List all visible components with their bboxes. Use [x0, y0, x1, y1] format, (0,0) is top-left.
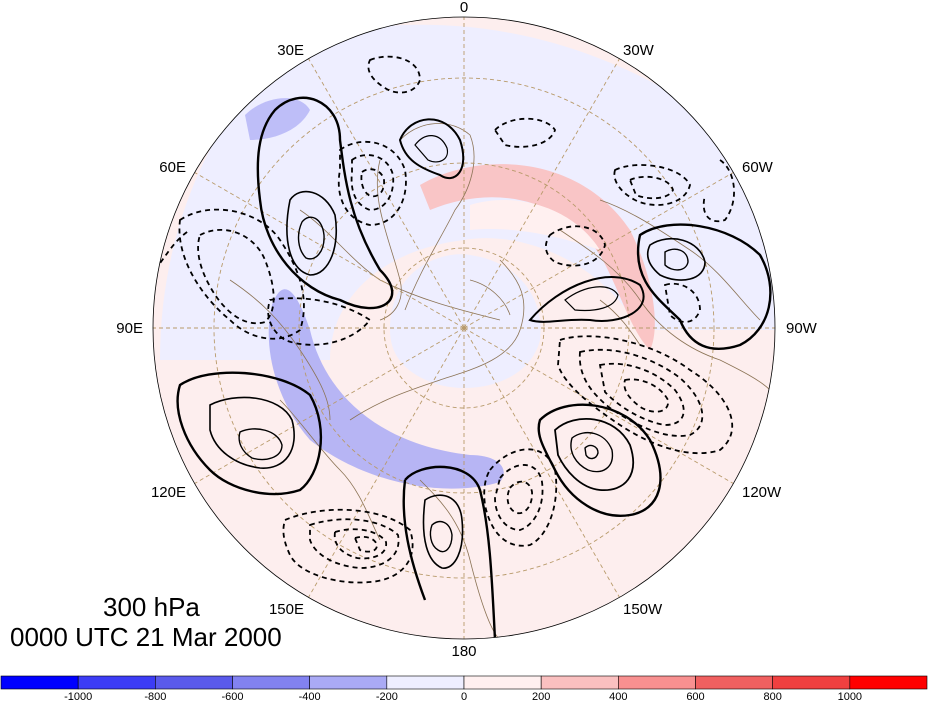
shading-blue-arc — [268, 289, 504, 489]
colorbar-box — [772, 675, 851, 690]
colorbar-box — [463, 675, 542, 690]
positive-contour-west-core — [238, 428, 283, 461]
positive-contour-west-inner — [209, 396, 295, 469]
positive-contour-east — [637, 223, 772, 350]
title-valid-time: 0000 UTC 21 Mar 2000 — [10, 622, 282, 652]
positive-contour-east-inner — [646, 237, 706, 281]
colorbar-box — [77, 675, 156, 690]
colorbar-box — [232, 675, 310, 690]
shading-blue-patch — [245, 98, 310, 140]
lon-label-120e: 120E — [151, 484, 186, 501]
negative-contours — [154, 55, 735, 584]
positive-contour-south-core — [429, 520, 453, 553]
colorbar-tick-label: -400 — [299, 691, 321, 702]
colorbar-tick-label: -800 — [144, 691, 166, 702]
colorbar-tick-label: -1000 — [64, 691, 92, 702]
colorbar-box — [155, 675, 233, 690]
colorbar-box — [695, 675, 773, 690]
colorbar-box — [618, 675, 696, 690]
colorbar-tick-label: 1000 — [838, 691, 862, 702]
map-boundary — [152, 16, 776, 640]
colorbar-tick-label: 200 — [532, 691, 550, 702]
lon-label-150e: 150E — [269, 601, 304, 618]
geopotential-contours — [154, 55, 772, 639]
positive-contour-south — [402, 465, 497, 639]
colorbar: -1000 -800 -600 -400 -200 0 200 400 600 800 1000 — [0, 675, 928, 702]
colorbar-box — [309, 675, 388, 690]
lon-label-60e: 60E — [159, 159, 186, 176]
colorbar-tick-label: 600 — [686, 691, 704, 702]
colorbar-labels: -1000 -800 -600 -400 -200 0 200 400 600 800 1000 — [64, 691, 862, 702]
colorbar-tick-label: 0 — [461, 691, 467, 702]
shading-light-blue-center — [390, 254, 541, 388]
positive-contour-outer — [256, 96, 394, 310]
colorbar-box — [386, 675, 465, 690]
title-pressure-level: 300 hPa — [103, 592, 200, 622]
polar-stereographic-map: 0 30W 60W 90W 120W 150W 180 150E 120E 90… — [116, 0, 817, 660]
positive-contour-eastcenter — [528, 276, 645, 323]
positive-contour-north — [398, 118, 465, 180]
lon-label-120w: 120W — [742, 484, 782, 501]
lon-label-30w: 30W — [623, 42, 655, 59]
shading-pink-inner — [470, 200, 600, 250]
colorbar-tick-label: 800 — [763, 691, 781, 702]
colorbar-tick-label: -200 — [376, 691, 398, 702]
lon-label-90w: 90W — [786, 320, 818, 337]
lon-label-150w: 150W — [623, 601, 663, 618]
positive-contour-south-inner — [422, 494, 464, 569]
positive-contour-southeast-inner — [570, 431, 614, 473]
colorbar-box — [849, 675, 928, 690]
lon-label-30e: 30E — [277, 42, 304, 59]
longitude-labels: 0 30W 60W 90W 120W 150W 180 150E 120E 90… — [116, 0, 817, 660]
positive-contour-core — [297, 216, 325, 260]
positive-contour-southeast-core — [584, 444, 599, 460]
colorbar-box — [0, 675, 79, 690]
shading-pink-arc — [420, 164, 655, 350]
colorbar-tick-label: -600 — [221, 691, 243, 702]
graticule — [153, 17, 775, 639]
coastlines — [229, 123, 771, 639]
lon-label-180: 180 — [451, 643, 476, 660]
colorbar-boxes — [0, 675, 928, 690]
positive-contour-southeast-mid — [554, 418, 635, 491]
positive-contour-west — [176, 371, 323, 496]
lon-label-60w: 60W — [742, 159, 774, 176]
positive-contour-inner — [286, 190, 338, 276]
positive-contour-north-inner — [414, 135, 449, 163]
positive-contour-eastcenter-inner — [564, 286, 619, 312]
lon-label-90e: 90E — [116, 320, 143, 337]
colorbar-tick-label: 400 — [609, 691, 627, 702]
positive-contour-east-core — [664, 248, 689, 271]
colorbar-box — [540, 675, 619, 690]
lon-label-0: 0 — [460, 0, 468, 16]
